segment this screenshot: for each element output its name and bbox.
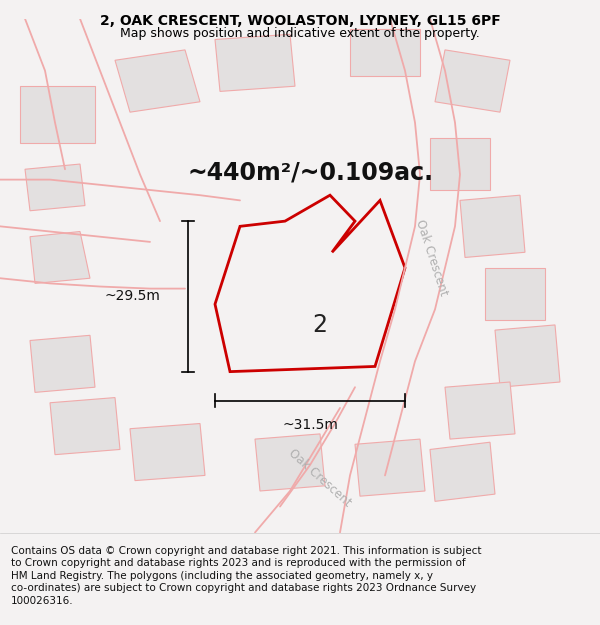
Polygon shape	[430, 442, 495, 501]
Text: 2, OAK CRESCENT, WOOLASTON, LYDNEY, GL15 6PF: 2, OAK CRESCENT, WOOLASTON, LYDNEY, GL15…	[100, 14, 500, 28]
Polygon shape	[350, 29, 420, 76]
Polygon shape	[130, 424, 205, 481]
Polygon shape	[435, 50, 510, 112]
Polygon shape	[50, 398, 120, 454]
Polygon shape	[30, 231, 90, 283]
Text: ~440m²/~0.109ac.: ~440m²/~0.109ac.	[187, 161, 433, 184]
Polygon shape	[215, 34, 295, 91]
Polygon shape	[495, 325, 560, 388]
Polygon shape	[430, 138, 490, 190]
Text: Oak Crescent: Oak Crescent	[413, 217, 451, 298]
Polygon shape	[20, 86, 95, 143]
Text: ~31.5m: ~31.5m	[282, 418, 338, 432]
Text: HM Land Registry. The polygons (including the associated geometry, namely x, y: HM Land Registry. The polygons (includin…	[11, 571, 433, 581]
Polygon shape	[485, 268, 545, 320]
Polygon shape	[115, 50, 200, 112]
Polygon shape	[25, 164, 85, 211]
Text: co-ordinates) are subject to Crown copyright and database rights 2023 Ordnance S: co-ordinates) are subject to Crown copyr…	[11, 583, 476, 593]
Polygon shape	[355, 439, 425, 496]
Polygon shape	[30, 335, 95, 392]
Text: Contains OS data © Crown copyright and database right 2021. This information is : Contains OS data © Crown copyright and d…	[11, 546, 481, 556]
Text: 100026316.: 100026316.	[11, 596, 73, 606]
Text: 2: 2	[313, 313, 328, 337]
Polygon shape	[445, 382, 515, 439]
Polygon shape	[255, 434, 325, 491]
Text: ~29.5m: ~29.5m	[104, 289, 160, 303]
Text: to Crown copyright and database rights 2023 and is reproduced with the permissio: to Crown copyright and database rights 2…	[11, 558, 466, 568]
Polygon shape	[460, 195, 525, 258]
Text: Map shows position and indicative extent of the property.: Map shows position and indicative extent…	[120, 28, 480, 41]
Text: Oak Crescent: Oak Crescent	[286, 446, 354, 509]
